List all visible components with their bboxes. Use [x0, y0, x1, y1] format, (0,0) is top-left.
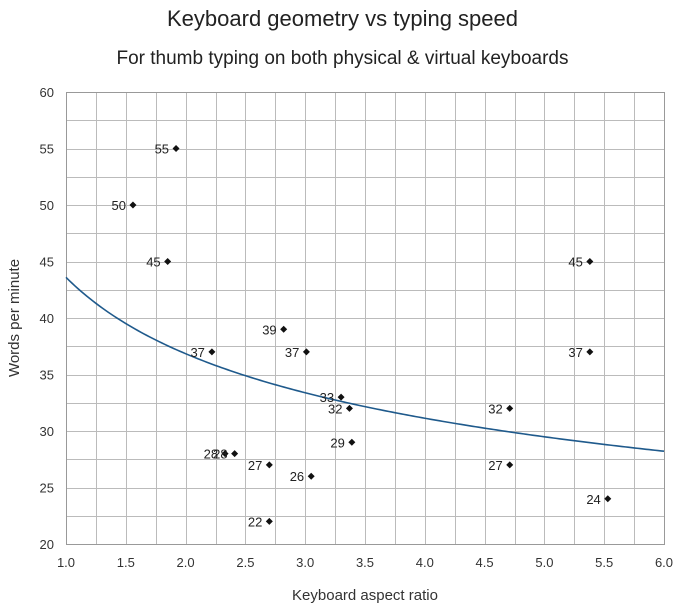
x-tick-label: 1.5: [117, 555, 135, 570]
data-point: [172, 145, 180, 152]
x-tick-label: 5.0: [535, 555, 553, 570]
data-label: 39: [262, 322, 276, 337]
y-tick-label: 60: [40, 85, 54, 100]
data-label: 37: [568, 345, 582, 360]
data-label: 27: [248, 458, 262, 473]
data-point: [307, 472, 315, 480]
x-tick-label: 1.0: [57, 555, 75, 570]
data-label: 22: [248, 514, 262, 529]
x-axis-title: Keyboard aspect ratio: [292, 587, 438, 604]
x-tick-label: 5.5: [595, 555, 613, 570]
data-label: 27: [488, 458, 502, 473]
data-point: [265, 517, 273, 525]
x-tick-label: 3.5: [356, 555, 374, 570]
x-tick-label: 2.5: [236, 555, 254, 570]
data-label: 28: [204, 447, 218, 462]
y-tick-label: 35: [40, 368, 54, 383]
trendline-group: [65, 276, 665, 453]
data-point: [302, 348, 310, 356]
data-label: 29: [330, 435, 344, 450]
data-label: 37: [190, 345, 204, 360]
data-point: [231, 450, 239, 458]
data-label: 55: [155, 142, 169, 157]
y-tick-label: 45: [40, 255, 54, 270]
data-label: 26: [290, 469, 304, 484]
tick-labels: 1.0 1.5 2.0 2.5 3.0 3.5 4.0 4.5 5.0 5.5 6.0 20 25 30 3…: [40, 85, 674, 570]
data-point: [345, 404, 353, 412]
data-point: [506, 461, 514, 469]
data-label: 45: [146, 255, 160, 270]
x-tick-label: 6.0: [655, 555, 673, 570]
data-point: [265, 461, 273, 469]
y-tick-label: 30: [40, 424, 54, 439]
grid: [66, 92, 665, 545]
x-tick-label: 4.5: [476, 555, 494, 570]
data-point: [604, 495, 612, 503]
data-point: [586, 348, 594, 356]
data-label: 37: [285, 345, 299, 360]
y-tick-label: 50: [40, 198, 54, 213]
data-label: 24: [586, 492, 600, 507]
trendline: [65, 276, 665, 453]
y-axis-title: Words per minute: [6, 259, 23, 377]
data-label: 33: [320, 390, 334, 405]
data-label: 32: [488, 401, 502, 416]
x-tick-label: 2.0: [177, 555, 195, 570]
chart-subtitle: For thumb typing on both physical & virt…: [116, 48, 569, 69]
y-tick-label: 40: [40, 311, 54, 326]
data-point: [208, 348, 216, 356]
data-label: 45: [568, 255, 582, 270]
data-label: 50: [112, 198, 126, 213]
y-tick-label: 55: [40, 142, 54, 157]
data-point: [337, 393, 345, 401]
data-point: [280, 325, 288, 333]
data-point: [586, 258, 594, 265]
data-label: 32: [328, 401, 342, 416]
data-point: [129, 201, 137, 209]
chart-title: Keyboard geometry vs typing speed: [167, 6, 518, 31]
data-point: [221, 450, 229, 458]
y-tick-label: 20: [40, 537, 54, 552]
data-point: [506, 404, 514, 412]
x-tick-label: 4.0: [416, 555, 434, 570]
plot-frame: [66, 92, 665, 545]
y-tick-label: 25: [40, 481, 54, 496]
x-tick-label: 3.0: [296, 555, 314, 570]
data-point: [164, 258, 172, 265]
data-label: 28: [213, 447, 227, 462]
data-point: [348, 438, 356, 446]
